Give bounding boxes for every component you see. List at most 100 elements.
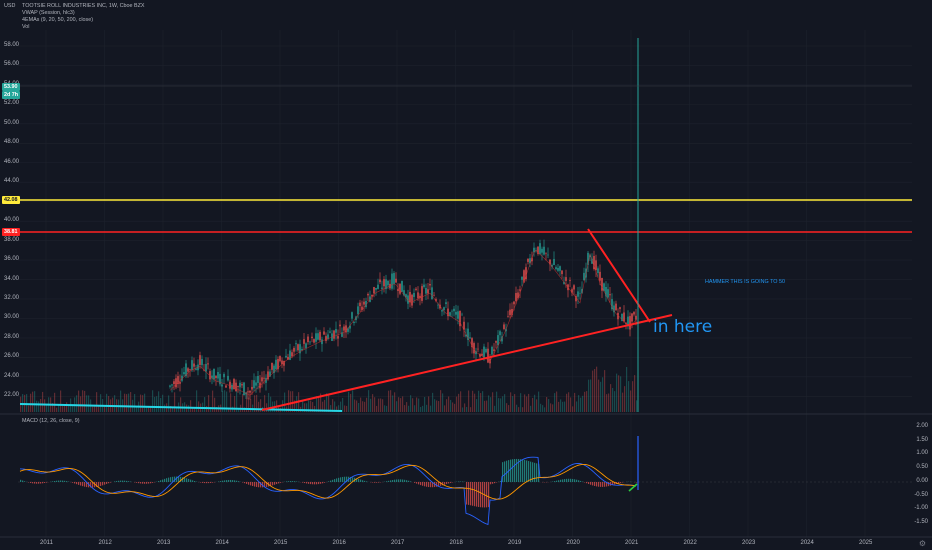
- macd-histogram-bar: [476, 482, 478, 507]
- green-macd-arrow[interactable]: [628, 483, 638, 492]
- candle-body: [237, 385, 239, 387]
- vwap-indicator-label[interactable]: VWAP (Session, hlc3): [22, 10, 75, 16]
- volume-bar: [332, 399, 334, 412]
- macd-histogram-bar: [258, 482, 260, 488]
- candle-body: [229, 381, 231, 389]
- volume-bar: [404, 405, 406, 412]
- volume-bar: [290, 391, 292, 412]
- candle-body: [323, 331, 325, 335]
- candle-body: [219, 373, 221, 385]
- volume-bar: [406, 402, 408, 412]
- candle-body: [555, 267, 557, 270]
- volume-bar: [294, 400, 296, 412]
- candle-body: [529, 258, 531, 264]
- volume-bar: [570, 397, 572, 412]
- price-tick-label: 34.00: [4, 275, 20, 282]
- volume-bar: [170, 406, 172, 412]
- volume-bar: [72, 404, 74, 412]
- ema-indicator-label[interactable]: 4EMAs (9, 20, 50, 200, close): [22, 17, 94, 23]
- time-tick-label: 2011: [40, 540, 53, 546]
- volume-bar: [304, 403, 306, 412]
- candle-body: [183, 372, 185, 375]
- candle-body: [325, 336, 327, 341]
- price-candles: [169, 239, 637, 400]
- candle-body: [511, 308, 513, 315]
- candle-body: [387, 280, 389, 286]
- macd-histogram-bar: [446, 482, 448, 485]
- volume-bar: [342, 397, 344, 412]
- symbol-title[interactable]: TOOTSIE ROLL INDUSTRIES INC, 1W, Cboe BZ…: [22, 3, 145, 9]
- candle-body: [611, 299, 613, 310]
- candle-body: [287, 356, 289, 360]
- macd-histogram-bar: [364, 480, 366, 482]
- volume-bar: [208, 395, 210, 412]
- macd-histogram-bar: [36, 482, 38, 484]
- candle-body: [185, 363, 187, 377]
- macd-histogram-bar: [120, 480, 122, 482]
- cyan-trendline[interactable]: [19, 403, 343, 412]
- candle-body: [587, 252, 589, 265]
- candle-body: [363, 301, 365, 305]
- in-here-text[interactable]: in here: [653, 317, 713, 337]
- macd-histogram-bar: [596, 482, 598, 487]
- macd-histogram-bar: [250, 482, 252, 486]
- volume-bar: [296, 396, 298, 412]
- candle-body: [437, 304, 439, 306]
- volume-bar: [106, 393, 108, 412]
- macd-histogram-bar: [510, 459, 512, 482]
- price-tick-label: 44.00: [4, 178, 20, 185]
- volume-bar: [424, 397, 426, 412]
- macd-histogram-bar: [244, 482, 246, 484]
- volume-bar: [624, 386, 626, 412]
- macd-histogram-bar: [590, 482, 592, 485]
- hammer-note-text[interactable]: HAMMER THIS IS GOING TO 50: [705, 279, 785, 285]
- macd-histogram-bar: [164, 478, 166, 482]
- candle-body: [315, 333, 317, 342]
- volume-bar: [318, 396, 320, 412]
- volume-bar: [420, 406, 422, 412]
- volume-indicator-label[interactable]: Vol: [22, 24, 30, 30]
- candle-body: [225, 385, 227, 388]
- candle-body: [251, 386, 253, 390]
- macd-histogram-bar: [424, 482, 426, 487]
- candle-body: [557, 268, 559, 271]
- volume-bar: [616, 373, 618, 412]
- candle-body: [381, 287, 383, 289]
- volume-bar: [264, 395, 266, 412]
- settings-icon[interactable]: ⚙: [918, 539, 926, 548]
- volume-bar: [530, 405, 532, 412]
- volume-bar: [360, 397, 362, 412]
- red-descending-trendline[interactable]: [587, 228, 651, 323]
- volume-bar: [620, 376, 622, 412]
- candle-body: [189, 369, 191, 370]
- volume-bar: [310, 400, 312, 412]
- candle-body: [319, 331, 321, 341]
- volume-bar: [450, 399, 452, 412]
- volume-bar: [98, 406, 100, 412]
- volume-bar: [500, 398, 502, 412]
- volume-bar: [60, 390, 62, 412]
- candle-body: [575, 296, 577, 302]
- price-tick-label: 28.00: [4, 333, 20, 340]
- volume-bar: [266, 403, 268, 412]
- time-tick-label: 2018: [449, 540, 463, 546]
- macd-tick-label: -1.50: [914, 518, 928, 525]
- macd-histogram-bar: [230, 479, 232, 482]
- candle-body: [445, 302, 447, 305]
- volume-bar: [484, 400, 486, 412]
- volume-bar: [536, 399, 538, 412]
- volume-bar: [554, 393, 556, 412]
- red-support-trendline[interactable]: [261, 314, 673, 411]
- macd-histogram-bar: [346, 476, 348, 482]
- macd-histogram-bar: [604, 482, 606, 487]
- volume-bar: [538, 391, 540, 412]
- macd-histogram-bar: [512, 459, 514, 482]
- macd-indicator-label[interactable]: MACD (12, 26, close, 9): [22, 418, 80, 424]
- volume-bar: [586, 391, 588, 412]
- macd-histogram-bar: [32, 482, 34, 484]
- grid-lines: [18, 30, 912, 537]
- volume-bar: [466, 406, 468, 412]
- candle-body: [571, 289, 573, 293]
- volume-bar: [430, 405, 432, 412]
